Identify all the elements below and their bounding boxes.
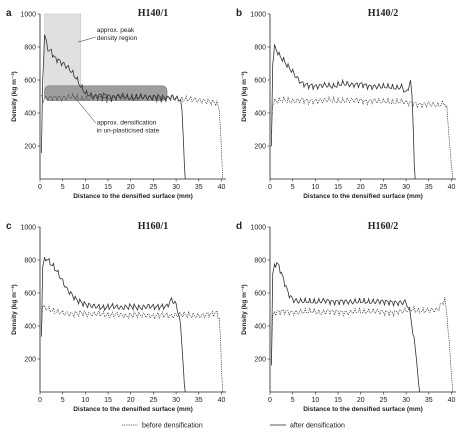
series-dotted	[271, 297, 454, 393]
y-axis-label: Density (kg m⁻³)	[11, 284, 18, 334]
series-solid	[271, 44, 416, 180]
y-axis-label: Density (kg m⁻³)	[241, 284, 248, 334]
x-tick-label: 0	[268, 397, 272, 404]
x-tick-label: 10	[81, 184, 89, 191]
x-tick-label: 25	[380, 397, 388, 404]
x-axis-label: Distance to the densified surface (mm)	[73, 193, 193, 200]
y-tick-label: 600	[254, 290, 266, 297]
y-tick-label: 200	[254, 356, 266, 363]
x-tick-label: 30	[172, 397, 180, 404]
x-tick-label: 10	[311, 397, 319, 404]
panel-letter: b	[236, 8, 242, 19]
legend: before densification after densification	[122, 423, 345, 430]
y-tick-label: 800	[24, 44, 36, 51]
series-solid	[41, 257, 186, 393]
x-tick-label: 35	[425, 397, 433, 404]
y-tick-label: 400	[24, 110, 36, 117]
x-tick-label: 30	[402, 397, 410, 404]
x-tick-label: 20	[127, 184, 135, 191]
x-tick-label: 5	[61, 397, 65, 404]
y-tick-label: 600	[24, 77, 36, 84]
y-tick-label: 800	[254, 257, 266, 264]
panel-title: H160/2	[368, 221, 399, 232]
annotation-peak: approx. peak density region	[97, 27, 138, 42]
panel-b: 0 5 10 15 20 25 30 35 40 200 400 600 800 1000 Distance…	[236, 8, 456, 200]
panel-title: H140/2	[368, 8, 399, 19]
panel-a: 0 5 10 15 20 25 30 35 40 200 400 600 800 1000 Distance…	[6, 8, 226, 200]
series-dotted	[271, 95, 454, 180]
y-tick-label: 800	[254, 44, 266, 51]
x-tick-label: 0	[38, 397, 42, 404]
x-tick-label: 35	[195, 184, 203, 191]
annotation-band: approx. densification in un-plasticised s…	[97, 120, 160, 135]
x-tick-label: 0	[268, 184, 272, 191]
y-tick-label: 1000	[250, 224, 266, 231]
series-dotted	[41, 92, 224, 180]
x-tick-label: 10	[311, 184, 319, 191]
x-tick-label: 5	[61, 184, 65, 191]
x-tick-label: 10	[81, 397, 89, 404]
legend-after-label: after densification	[290, 423, 345, 430]
series-solid	[271, 261, 421, 393]
x-tick-label: 25	[150, 184, 158, 191]
panel-letter: c	[6, 221, 12, 232]
densification-band	[44, 85, 168, 101]
x-tick-label: 15	[334, 397, 342, 404]
annotation-band-leader	[73, 96, 96, 124]
y-tick-label: 400	[254, 323, 266, 330]
series-solid	[41, 34, 186, 180]
panel-letter: d	[236, 221, 242, 232]
x-tick-label: 15	[104, 397, 112, 404]
panel-letter: a	[6, 8, 12, 19]
x-tick-label: 5	[291, 397, 295, 404]
y-tick-label: 1000	[20, 11, 36, 18]
x-axis-label: Distance to the densified surface (mm)	[303, 193, 423, 200]
x-tick-label: 15	[104, 184, 112, 191]
x-tick-label: 35	[425, 184, 433, 191]
x-tick-label: 30	[402, 184, 410, 191]
x-tick-label: 40	[448, 397, 456, 404]
x-tick-label: 35	[195, 397, 203, 404]
y-tick-label: 600	[24, 290, 36, 297]
y-tick-label: 600	[254, 77, 266, 84]
x-tick-label: 25	[380, 184, 388, 191]
x-tick-label: 20	[357, 184, 365, 191]
y-axis-label: Density (kg m⁻³)	[241, 71, 248, 121]
panel-title: H160/1	[138, 221, 169, 232]
x-tick-label: 5	[291, 184, 295, 191]
y-tick-label: 200	[24, 143, 36, 150]
x-tick-label: 20	[357, 397, 365, 404]
x-tick-label: 40	[218, 397, 226, 404]
y-axis-label: Density (kg m⁻³)	[11, 71, 18, 121]
x-tick-label: 0	[38, 184, 42, 191]
x-tick-label: 40	[218, 184, 226, 191]
y-tick-label: 400	[24, 323, 36, 330]
series-dotted	[41, 304, 224, 393]
y-tick-label: 800	[24, 257, 36, 264]
x-axis-label: Distance to the densified surface (mm)	[303, 406, 423, 413]
x-axis-label: Distance to the densified surface (mm)	[73, 406, 193, 413]
panel-c: 0 5 10 15 20 25 30 35 40 200 400 600 800 1000 Distance…	[6, 221, 226, 413]
y-tick-label: 1000	[20, 224, 36, 231]
x-tick-label: 25	[150, 397, 158, 404]
y-tick-label: 200	[254, 143, 266, 150]
annotation-peak-leader	[78, 36, 96, 43]
y-tick-label: 400	[254, 110, 266, 117]
x-tick-label: 40	[448, 184, 456, 191]
y-tick-label: 200	[24, 356, 36, 363]
panel-d: 0 5 10 15 20 25 30 35 40 200 400 600 800 1000 Distance…	[236, 221, 456, 413]
y-tick-label: 1000	[250, 11, 266, 18]
x-tick-label: 30	[172, 184, 180, 191]
x-tick-label: 20	[127, 397, 135, 404]
legend-before-label: before densification	[142, 423, 203, 430]
x-tick-label: 15	[334, 184, 342, 191]
panel-title: H140/1	[138, 8, 169, 19]
